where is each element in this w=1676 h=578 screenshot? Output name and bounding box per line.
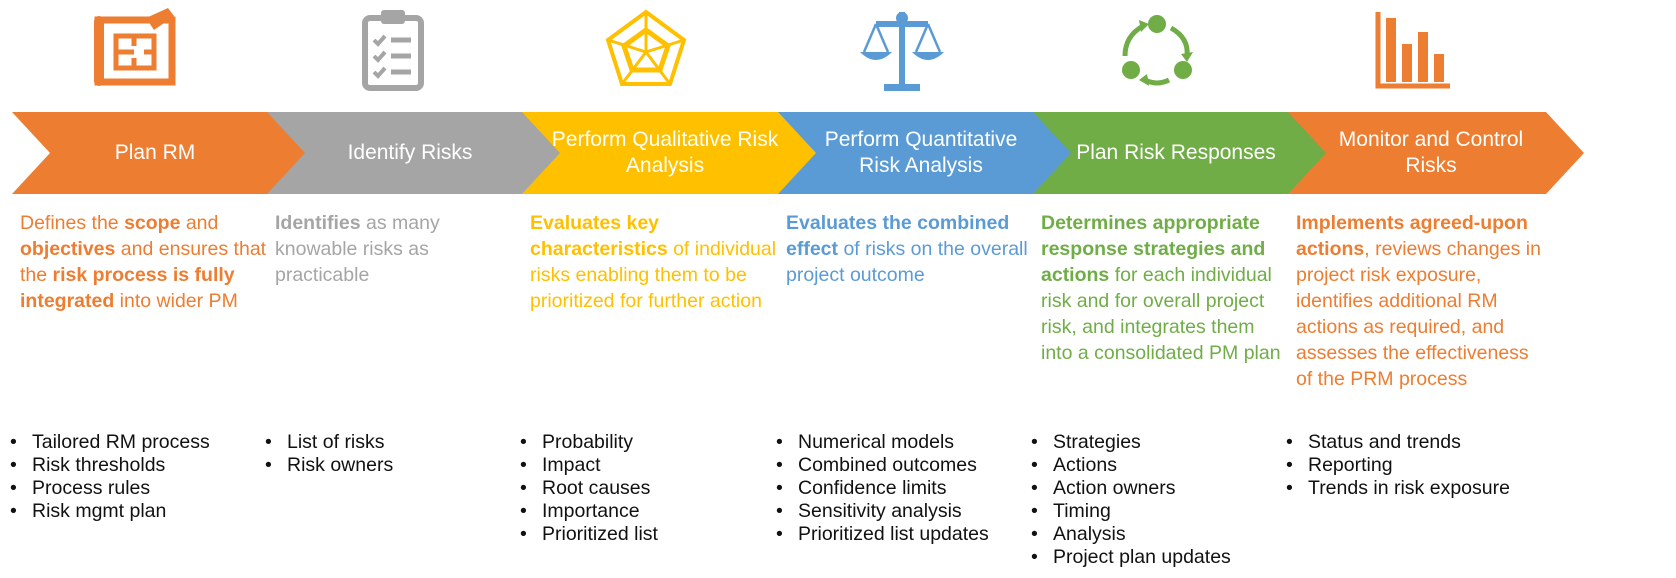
output-item: Actions (1029, 454, 1291, 477)
description-emphasis: Determines appropriate response strategi… (1041, 212, 1266, 286)
step-outputs-list: ProbabilityImpactRoot causesImportancePr… (518, 431, 780, 546)
description-text: of individual risks enabling them to be … (530, 238, 777, 312)
process-step: Perform Qualitative Risk Analysis Evaluat… (510, 0, 818, 578)
output-item: Action owners (1029, 477, 1291, 500)
description-emphasis: Evaluates the combined effect (786, 212, 1010, 260)
step-description: Determines appropriate response strategi… (1041, 210, 1291, 366)
step-title: Perform Quantitative Risk Analysis (824, 128, 1018, 177)
step-description: Evaluates the combined effect of risks o… (786, 210, 1036, 288)
chevron-shape (267, 112, 563, 194)
output-item: Prioritized list updates (774, 523, 1036, 546)
description-text: , reviews changes in project risk exposu… (1296, 238, 1541, 390)
description-text: for each individual risk and for overall… (1041, 264, 1281, 364)
output-item: Importance (518, 500, 780, 523)
clipboard-checklist-icon (255, 6, 527, 94)
output-item: Status and trends (1284, 431, 1546, 454)
chevron-shape (778, 112, 1074, 194)
output-item: Timing (1029, 500, 1291, 523)
description-text: of risks on the overall project outcome (786, 238, 1028, 286)
step-description: Evaluates key characteristics of individ… (530, 210, 780, 314)
bar-chart-icon (1276, 6, 1548, 94)
radar-chart-icon (510, 6, 782, 94)
description-emphasis: Evaluates key characteristics (530, 212, 668, 260)
step-title: Plan RM (114, 141, 196, 164)
step-outputs-list: StrategiesActionsAction ownersTimingAnal… (1029, 431, 1291, 569)
description-text: Defines the (20, 212, 125, 234)
process-step: Plan Risk Responses Determines appropriat… (1021, 0, 1329, 578)
output-item: Prioritized list (518, 523, 780, 546)
chevron-shape (1033, 112, 1329, 194)
step-outputs-list: List of risksRisk owners (263, 431, 525, 477)
step-title: Identify Risks (347, 141, 473, 164)
description-text: into wider PM (114, 290, 238, 312)
step-description: Defines the scope and objectives and ens… (20, 210, 270, 314)
output-item: Sensitivity analysis (774, 500, 1036, 523)
output-item: Probability (518, 431, 780, 454)
step-chevron: Perform Qualitative Risk Analysis (522, 112, 822, 194)
step-title: Perform Qualitative Risk Analysis (551, 128, 779, 177)
process-step: Plan RM Defines the scope and objectives … (0, 0, 308, 578)
step-outputs-list: Tailored RM processRisk thresholdsProces… (8, 431, 270, 523)
description-emphasis: objectives (20, 238, 116, 260)
description-emphasis: Implements agreed-upon actions (1296, 212, 1528, 260)
output-item: Risk mgmt plan (8, 500, 270, 523)
step-chevron: Identify Risks (267, 112, 567, 194)
description-emphasis: scope (124, 212, 181, 234)
output-item: Root causes (518, 477, 780, 500)
step-chevron: Plan Risk Responses (1033, 112, 1333, 194)
chevron-shape (522, 112, 818, 194)
process-step: Monitor and Control Risks Implements agre… (1276, 0, 1584, 578)
description-text: as many knowable risks as practicable (275, 212, 440, 286)
step-description: Implements agreed-upon actions, reviews … (1296, 210, 1546, 392)
step-outputs-list: Status and trendsReportingTrends in risk… (1284, 431, 1546, 500)
output-item: Risk owners (263, 454, 525, 477)
output-item: Risk thresholds (8, 454, 270, 477)
process-step: Perform Quantitative Risk Analysis Evalua… (766, 0, 1074, 578)
output-item: Combined outcomes (774, 454, 1036, 477)
description-text: and (180, 212, 219, 234)
description-emphasis: Identifies (275, 212, 361, 234)
output-item: Tailored RM process (8, 431, 270, 454)
step-description: Identifies as many knowable risks as pra… (275, 210, 525, 288)
process-step: Identify Risks Identifies as many knowabl… (255, 0, 563, 578)
output-item: Reporting (1284, 454, 1546, 477)
step-chevron: Perform Quantitative Risk Analysis (778, 112, 1078, 194)
blueprint-icon (0, 6, 272, 94)
output-item: Process rules (8, 477, 270, 500)
output-item: Project plan updates (1029, 546, 1291, 569)
description-emphasis: risk process is fully integrated (20, 264, 235, 312)
cycle-arrows-icon (1021, 6, 1293, 94)
chevron-shape (12, 112, 308, 194)
step-outputs-list: Numerical modelsCombined outcomesConfide… (774, 431, 1036, 546)
balance-scale-icon (766, 6, 1038, 94)
chevron-shape (1288, 112, 1584, 194)
output-item: Numerical models (774, 431, 1036, 454)
output-item: Strategies (1029, 431, 1291, 454)
description-text: and ensures that the (20, 238, 267, 286)
output-item: Analysis (1029, 523, 1291, 546)
output-item: Trends in risk exposure (1284, 477, 1546, 500)
output-item: Confidence limits (774, 477, 1036, 500)
step-chevron: Plan RM (12, 112, 312, 194)
output-item: List of risks (263, 431, 525, 454)
output-item: Impact (518, 454, 780, 477)
step-title: Plan Risk Responses (1076, 141, 1276, 164)
step-chevron: Monitor and Control Risks (1288, 112, 1588, 194)
step-title: Monitor and Control Risks (1338, 128, 1524, 177)
